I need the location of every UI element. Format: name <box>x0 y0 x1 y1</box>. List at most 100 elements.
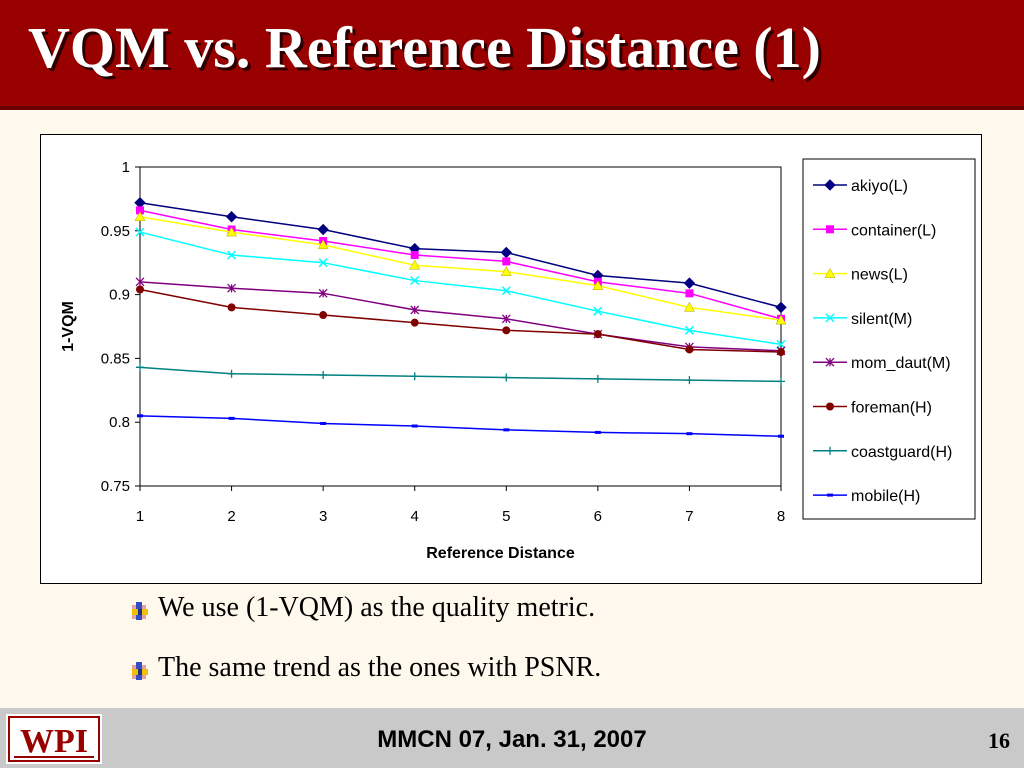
data-point-mobile-h <box>320 421 327 425</box>
y-tick-label: 0.9 <box>109 287 130 304</box>
data-point-coastguard-h <box>593 374 602 383</box>
data-point-foreman-h <box>319 311 328 320</box>
data-point-mobile-h <box>228 416 235 420</box>
data-point-foreman-h <box>777 348 785 357</box>
bullet-text: We use (1-VQM) as the quality metric. <box>158 592 596 623</box>
series-line-news-l <box>139 216 782 321</box>
data-point-container-l <box>136 206 144 215</box>
title-bar: VQM vs. Reference Distance (1) <box>0 0 1024 110</box>
data-point-foreman-h <box>227 303 236 312</box>
data-point-mobile-h <box>411 424 418 428</box>
data-point-news-l <box>775 314 787 325</box>
y-tick-label: 0.75 <box>101 478 130 495</box>
data-point-coastguard-h <box>777 377 785 386</box>
legend-label-foreman-h: foreman(H) <box>851 400 932 417</box>
series-line-mobile-h <box>139 415 782 437</box>
data-point-mobile-h <box>778 434 784 438</box>
bullet-icon <box>132 662 148 680</box>
footer: WPI MMCN 07, Jan. 31, 2007 16 <box>0 708 1024 768</box>
legend-label-container-l: container(L) <box>851 222 936 239</box>
bullet-text: The same trend as the ones with PSNR. <box>158 652 602 683</box>
legend-marker-silent-m <box>825 313 835 323</box>
data-point-mom-daut-m <box>501 314 511 324</box>
x-tick-label: 7 <box>685 508 693 525</box>
bullet-icon <box>132 602 148 620</box>
data-point-coastguard-h <box>410 372 419 381</box>
series-line-container-l <box>139 209 782 320</box>
data-point-foreman-h <box>593 330 602 339</box>
x-tick-label: 8 <box>777 508 785 525</box>
legend-label-coastguard-h: coastguard(H) <box>851 444 952 461</box>
data-point-mobile-h <box>686 432 693 436</box>
data-point-mom-daut-m <box>318 288 328 298</box>
data-point-coastguard-h <box>227 369 236 378</box>
x-tick-label: 1 <box>136 508 144 525</box>
series-line-foreman-h <box>139 288 782 353</box>
legend-label-akiyo-l: akiyo(L) <box>851 178 908 195</box>
data-point-silent-m <box>776 339 786 349</box>
y-tick-label: 0.8 <box>109 414 130 431</box>
data-point-silent-m <box>135 227 145 237</box>
legend <box>802 158 976 520</box>
data-point-silent-m <box>593 306 603 316</box>
legend-label-news-l: news(L) <box>851 267 908 284</box>
data-point-silent-m <box>501 286 511 296</box>
legend-marker-news-l <box>824 268 836 278</box>
data-point-foreman-h <box>410 318 419 327</box>
legend-marker-mom-daut-m <box>825 357 835 367</box>
legend-label-mom-daut-m: mom_daut(M) <box>851 355 951 372</box>
data-point-silent-m <box>318 258 328 268</box>
slide-title: VQM vs. Reference Distance (1) <box>28 15 821 80</box>
line-chart: 0.75 0.8 0.85 0.9 0.95 1 1 2 3 4 5 6 7 8 Reference Dis… <box>60 158 976 562</box>
data-point-container-l <box>502 257 511 266</box>
legend-marker-mobile-h <box>827 493 833 497</box>
series-line-silent-m <box>139 231 782 346</box>
data-point-mobile-h <box>503 428 510 432</box>
data-point-container-l <box>685 289 694 298</box>
data-point-news-l <box>409 259 421 270</box>
data-point-mom-daut-m <box>410 305 420 315</box>
footer-text: MMCN 07, Jan. 31, 2007 <box>377 726 647 753</box>
y-tick-label: 0.85 <box>101 350 130 367</box>
data-point-akiyo-l <box>775 301 787 314</box>
data-point-foreman-h <box>502 326 511 335</box>
x-tick-label: 5 <box>502 508 510 525</box>
data-point-silent-m <box>684 325 694 335</box>
svg-text:WPI: WPI <box>20 723 88 760</box>
x-tick-label: 2 <box>227 508 235 525</box>
data-point-silent-m <box>410 276 420 286</box>
data-point-mobile-h <box>594 430 601 434</box>
data-point-news-l <box>317 239 329 250</box>
legend-marker-foreman-h <box>826 402 834 411</box>
y-tick-label: 1 <box>122 159 130 176</box>
legend-marker-container-l <box>826 225 834 234</box>
series-line-mom-daut-m <box>139 281 782 352</box>
data-point-coastguard-h <box>685 376 694 385</box>
data-point-foreman-h <box>685 345 694 354</box>
wpi-logo: WPI <box>6 714 102 764</box>
data-point-container-l <box>410 251 419 260</box>
y-tick-label: 0.95 <box>101 223 130 240</box>
data-point-coastguard-h <box>502 373 511 382</box>
legend-label-mobile-h: mobile(H) <box>851 488 920 505</box>
data-point-mom-daut-m <box>227 283 237 293</box>
data-point-akiyo-l <box>225 211 238 223</box>
legend-marker-akiyo-l <box>824 179 836 191</box>
y-axis-title: 1-VQM <box>60 301 77 352</box>
legend-label-silent-m: silent(M) <box>851 311 912 328</box>
data-point-coastguard-h <box>319 370 328 379</box>
page-number: 16 <box>988 728 1010 753</box>
chart-frame: 0.75 0.8 0.85 0.9 0.95 1 1 2 3 4 5 6 7 8 Reference Dis… <box>40 134 982 584</box>
data-point-foreman-h <box>136 285 144 294</box>
series-line-coastguard-h <box>139 366 782 383</box>
data-point-mobile-h <box>137 414 143 418</box>
series-line-akiyo-l <box>139 201 782 309</box>
data-point-akiyo-l <box>317 223 329 236</box>
data-point-coastguard-h <box>136 363 144 372</box>
data-point-akiyo-l <box>683 277 696 289</box>
data-point-news-l <box>500 266 512 276</box>
x-tick-label: 4 <box>411 508 419 525</box>
data-point-news-l <box>226 226 237 237</box>
data-point-silent-m <box>227 250 237 260</box>
x-axis-title: Reference Distance <box>426 545 575 562</box>
